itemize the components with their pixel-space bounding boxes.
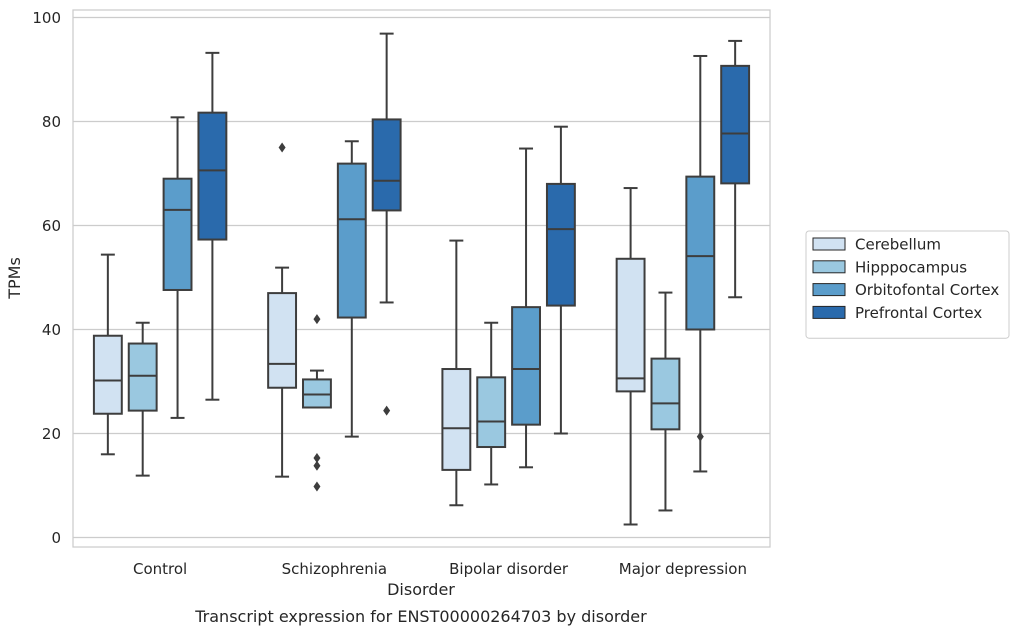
- box-prefrontal-cortex: [197, 51, 228, 401]
- y-tick-label: 60: [42, 217, 61, 235]
- y-axis-label: TPMs: [5, 257, 24, 300]
- box-body: [650, 357, 681, 431]
- outlier-point: [383, 405, 391, 416]
- box-body: [336, 162, 367, 319]
- outlier-point: [278, 142, 286, 153]
- box-body: [511, 306, 541, 426]
- box-body: [302, 378, 332, 409]
- y-tick-label: 20: [42, 425, 61, 443]
- y-tick-label: 40: [42, 321, 61, 339]
- box-cerebellum: [267, 142, 298, 478]
- box-prefrontal-cortex: [720, 39, 751, 299]
- legend-swatch: [812, 237, 846, 251]
- outlier-point: [313, 481, 321, 492]
- box-prefrontal-cortex: [371, 32, 402, 416]
- box-body: [545, 182, 576, 307]
- box-cerebellum: [615, 187, 646, 526]
- box-body: [162, 177, 193, 291]
- legend-swatch: [812, 305, 846, 319]
- box-body: [615, 257, 646, 393]
- x-tick-label: Bipolar disorder: [449, 560, 569, 578]
- plot-frame: [72, 9, 771, 548]
- box-body: [371, 118, 402, 212]
- outlier-point: [696, 431, 704, 442]
- legend-label: Hipppocampus: [855, 258, 967, 276]
- box-body: [127, 342, 158, 412]
- legend-swatch: [812, 283, 846, 297]
- box-orbitofontal-cortex: [685, 54, 716, 473]
- box-hipppocampus: [476, 321, 507, 486]
- box-hipppocampus: [302, 314, 332, 492]
- box-orbitofontal-cortex: [511, 147, 541, 469]
- y-tick-label: 100: [32, 9, 61, 27]
- legend-label: Cerebellum: [855, 236, 941, 254]
- y-tick-labels: 0 20 40 60 80 100: [32, 9, 61, 547]
- outlier-point: [313, 460, 321, 471]
- box-hipppocampus: [127, 321, 158, 477]
- legend-label: Prefrontal Cortex: [855, 304, 982, 322]
- box-body: [476, 376, 507, 449]
- box-body: [720, 64, 751, 185]
- legend-frame: [805, 230, 1010, 339]
- x-tick-label: Major depression: [619, 560, 747, 578]
- box-body: [92, 334, 123, 415]
- box-prefrontal-cortex: [545, 125, 576, 435]
- x-axis-label: Disorder: [387, 580, 455, 599]
- y-tick-label: 80: [42, 113, 61, 131]
- x-tick-label: Schizophrenia: [282, 560, 387, 578]
- box-body: [685, 175, 716, 331]
- legend-swatch: [812, 260, 846, 274]
- box-orbitofontal-cortex: [336, 140, 367, 438]
- box-hipppocampus: [650, 291, 681, 512]
- box-body: [441, 368, 472, 471]
- box-cerebellum: [92, 253, 123, 456]
- legend: Cerebellum Hipppocampus Orbitofontal Corte…: [805, 230, 1010, 339]
- outlier-point: [313, 314, 321, 325]
- box-orbitofontal-cortex: [162, 116, 193, 419]
- box-cerebellum: [441, 239, 472, 507]
- box-body: [267, 292, 298, 389]
- y-tick-label: 0: [51, 529, 61, 547]
- box-body: [197, 111, 228, 241]
- x-tick-labels: Control Schizophrenia Bipolar disorder Majo…: [133, 560, 747, 578]
- boxes: [92, 32, 751, 526]
- x-tick-label: Control: [133, 560, 187, 578]
- legend-label: Orbitofontal Cortex: [855, 281, 999, 299]
- outlier-point: [313, 452, 321, 463]
- chart-caption: Transcript expression for ENST0000026470…: [194, 607, 647, 626]
